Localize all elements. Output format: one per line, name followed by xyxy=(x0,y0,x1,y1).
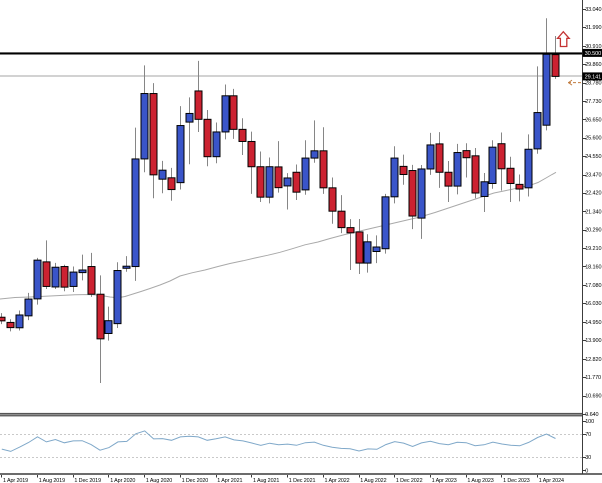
svg-text:23.470: 23.470 xyxy=(585,173,601,179)
svg-text:1 Aug 2019: 1 Aug 2019 xyxy=(39,478,65,483)
svg-text:19.210: 19.210 xyxy=(585,246,601,252)
svg-text:28.780: 28.780 xyxy=(585,81,601,87)
svg-text:29.860: 29.860 xyxy=(585,62,601,68)
svg-text:22.420: 22.420 xyxy=(585,191,601,197)
svg-text:20.290: 20.290 xyxy=(585,228,601,234)
svg-text:1 Apr 2021: 1 Apr 2021 xyxy=(217,478,242,483)
svg-text:1 Dec 2022: 1 Dec 2022 xyxy=(396,478,423,483)
svg-text:1 Apr 2023: 1 Apr 2023 xyxy=(432,478,457,483)
svg-text:1 Dec 2023: 1 Dec 2023 xyxy=(503,478,530,483)
svg-text:13.900: 13.900 xyxy=(585,338,601,344)
svg-text:14.950: 14.950 xyxy=(585,320,601,326)
svg-text:18.160: 18.160 xyxy=(585,264,601,270)
svg-text:0: 0 xyxy=(585,468,588,474)
svg-text:1 Aug 2020: 1 Aug 2020 xyxy=(146,478,172,483)
svg-text:100: 100 xyxy=(585,419,594,425)
svg-text:24.550: 24.550 xyxy=(585,154,601,160)
svg-text:10.690: 10.690 xyxy=(585,394,601,400)
svg-text:17.080: 17.080 xyxy=(585,283,601,289)
svg-text:30.910: 30.910 xyxy=(585,44,601,50)
svg-text:1 Apr 2022: 1 Apr 2022 xyxy=(325,478,350,483)
svg-text:26.650: 26.650 xyxy=(585,118,601,124)
svg-text:11.770: 11.770 xyxy=(585,375,601,381)
svg-text:12.820: 12.820 xyxy=(585,357,601,363)
svg-text:1 Aug 2021: 1 Aug 2021 xyxy=(253,478,279,483)
svg-text:1 Apr 2024: 1 Apr 2024 xyxy=(539,478,564,483)
svg-text:1 Apr 2020: 1 Apr 2020 xyxy=(110,478,135,483)
svg-text:70: 70 xyxy=(585,432,591,438)
svg-text:30.500: 30.500 xyxy=(585,51,602,57)
svg-text:30: 30 xyxy=(585,455,591,461)
svg-text:16.030: 16.030 xyxy=(585,301,601,307)
svg-text:25.600: 25.600 xyxy=(585,136,601,142)
svg-text:1 Aug 2023: 1 Aug 2023 xyxy=(467,478,493,483)
svg-text:21.340: 21.340 xyxy=(585,209,601,215)
svg-text:33.040: 33.040 xyxy=(585,7,601,13)
svg-text:31.990: 31.990 xyxy=(585,25,601,31)
svg-text:1 Dec 2020: 1 Dec 2020 xyxy=(182,478,209,483)
svg-text:9.640: 9.640 xyxy=(585,412,598,418)
svg-text:1 Aug 2022: 1 Aug 2022 xyxy=(360,478,386,483)
svg-text:29.141: 29.141 xyxy=(585,74,602,80)
svg-text:1 Apr 2019: 1 Apr 2019 xyxy=(3,478,28,483)
svg-text:1 Dec 2019: 1 Dec 2019 xyxy=(74,478,101,483)
svg-text:1 Dec 2021: 1 Dec 2021 xyxy=(289,478,316,483)
svg-text:27.730: 27.730 xyxy=(585,99,601,105)
